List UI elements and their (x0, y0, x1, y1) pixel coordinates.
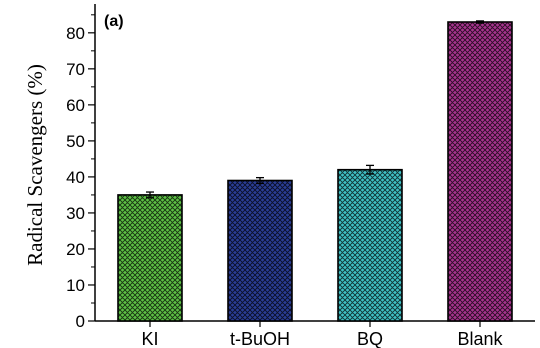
bar-t-buoh (227, 179, 293, 322)
x-tick-label: Blank (457, 329, 503, 348)
y-tick-label: 80 (66, 24, 85, 43)
y-tick-label: 20 (66, 240, 85, 259)
y-axis-title: Radical Scavengers (%) (23, 64, 47, 266)
y-tick-label: 10 (66, 276, 85, 295)
y-tick-label: 70 (66, 60, 85, 79)
plot-area: 0 10 20 30 40 50 60 70 80 KI t-BuOH BQ Blank (66, 4, 535, 348)
x-tick-label: t-BuOH (230, 329, 290, 348)
y-tick-label: 60 (66, 96, 85, 115)
y-tick-label: 40 (66, 168, 85, 187)
x-tick-label: BQ (357, 329, 383, 348)
bar-ki (117, 194, 183, 322)
x-tick-label: KI (141, 329, 158, 348)
y-tick-label: 0 (76, 312, 85, 331)
bar-blank (447, 21, 513, 322)
panel-label: (a) (104, 13, 124, 30)
y-tick-label: 50 (66, 132, 85, 151)
bar-bq (337, 168, 403, 322)
y-tick-label: 30 (66, 204, 85, 223)
